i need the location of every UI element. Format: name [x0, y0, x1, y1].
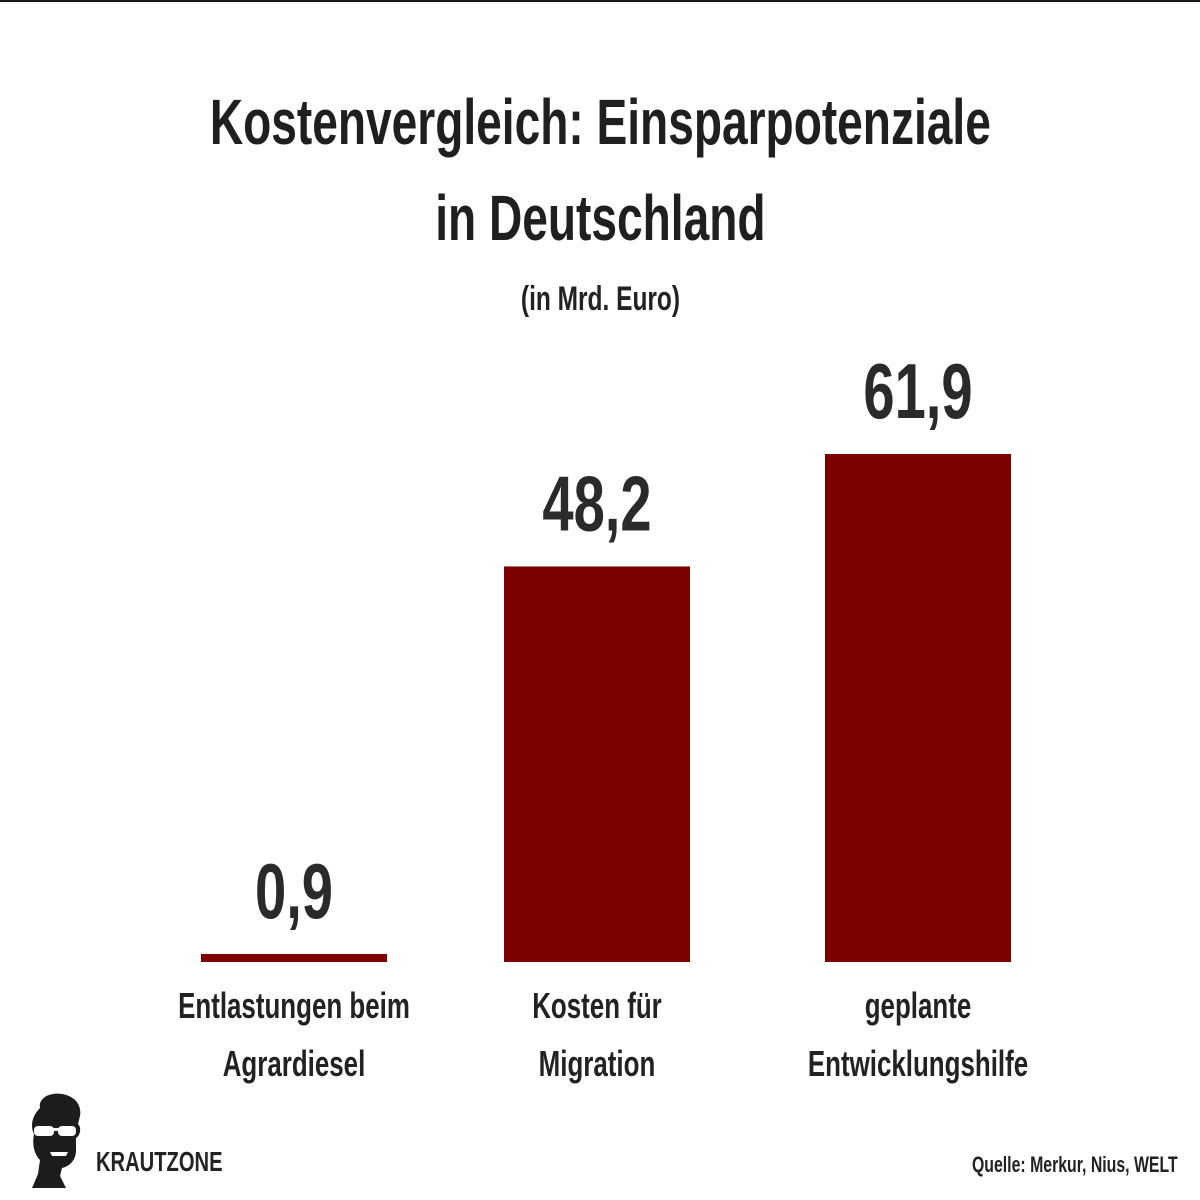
category-label-1-0: Kosten für: [532, 986, 662, 1026]
chart-subtitle: (in Mrd. Euro): [520, 280, 680, 318]
value-label-1: 48,2: [542, 460, 651, 547]
category-label-0-1: Agrardiesel: [223, 1044, 366, 1084]
bar-1: [504, 566, 690, 962]
category-label-0-0: Entlastungen beim: [178, 986, 410, 1026]
chart-title-line-1: Kostenvergleich: Einsparpotenziale: [209, 86, 991, 158]
category-label-2-0: geplante: [865, 986, 972, 1026]
bar-2: [825, 454, 1011, 962]
brand-name: KRAUTZONE: [96, 1146, 223, 1177]
krautzone-logo-icon: [32, 1093, 81, 1188]
value-label-0: 0,9: [255, 848, 333, 935]
category-label-1-1: Migration: [539, 1044, 656, 1084]
source-note: Quelle: Merkur, Nius, WELT: [972, 1152, 1178, 1177]
value-label-2: 61,9: [863, 348, 972, 435]
top-border: [0, 0, 1200, 2]
chart-title-line-2: in Deutschland: [434, 182, 766, 254]
bar-0: [201, 954, 387, 962]
category-label-2-1: Entwicklungshilfe: [808, 1044, 1028, 1084]
